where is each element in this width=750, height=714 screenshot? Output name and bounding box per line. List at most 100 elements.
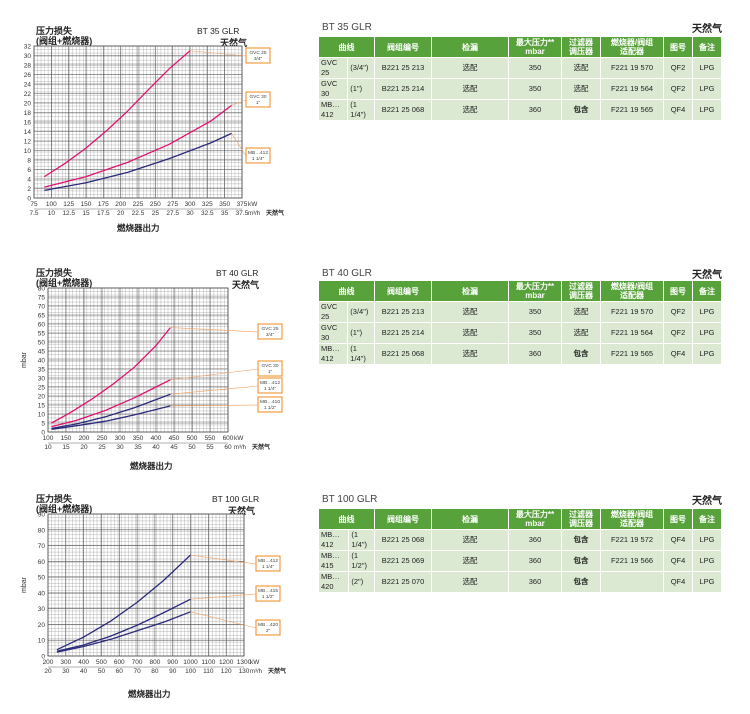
y-tick-label: 18: [24, 110, 32, 117]
table-cell: QF2: [663, 57, 693, 79]
x-tick-label-kw: 150: [81, 201, 92, 208]
series-line: [44, 50, 191, 178]
y-tick-label: 70: [38, 304, 46, 311]
table-cell: QF4: [663, 99, 693, 121]
x-tick-label-kw: 150: [61, 435, 72, 442]
table-cell: B221 25 068: [374, 529, 432, 551]
chart3-model: BT 100 GLR: [212, 494, 260, 504]
y-tick-label: 25: [38, 385, 46, 392]
table-cell: 包含: [561, 529, 601, 551]
x-tick-label-m3h: 20: [117, 210, 125, 217]
legend-label: MB…412: [248, 150, 268, 156]
x-tick-label-kw: 125: [63, 201, 74, 208]
table-header: 阀组编号: [374, 508, 432, 530]
x-tick-label-m3h: 40: [80, 668, 88, 675]
x-tick-label-kw: 550: [205, 435, 216, 442]
m3h-gas: 天然气: [252, 443, 270, 451]
legend-leader: [231, 133, 247, 157]
x-tick-label-m3h: 7.5: [29, 210, 38, 217]
x-tick-label-m3h: 60: [116, 668, 124, 675]
table-header: 备注: [692, 508, 722, 530]
table-header: 曲线: [318, 280, 375, 302]
table-cell: F221 19 564: [600, 78, 664, 100]
x-tick-label-kw: 300: [115, 435, 126, 442]
x-tick-label-kw: 325: [202, 201, 213, 208]
table-cell: F221 19 572: [600, 529, 664, 551]
legend-size: 1": [268, 369, 273, 375]
chart2-xlabel: 燃烧器出力: [130, 461, 173, 471]
m3h-gas: 天然气: [266, 209, 284, 217]
table3: 曲线 阀组编号 检漏 最大压力** mbar 过滤器 调压器 燃烧器/阀组 适配器 图号 备注 MB……: [317, 508, 722, 593]
table-cell: 350: [508, 322, 562, 344]
legend-label: GVC 25: [249, 50, 266, 56]
y-tick-label: 55: [38, 331, 46, 338]
table-cell: 360: [508, 550, 562, 572]
series-line: [51, 327, 171, 424]
x-tick-label-m3h: 10: [44, 444, 52, 451]
table-cell: GVC 30: [317, 78, 349, 100]
legend-label: MB…412: [258, 558, 278, 564]
chart1-subtitle: (阀组+燃烧器): [36, 36, 93, 46]
series-line: [56, 611, 191, 653]
table-cell: (1 1/4"): [347, 343, 375, 365]
legend-box: [245, 91, 271, 108]
legend-leader: [170, 404, 259, 407]
table-cell: LPG: [692, 99, 722, 121]
table-header: 过滤器 调压器: [561, 36, 601, 58]
y-tick-label: 80: [38, 286, 46, 293]
legend-size: 1 1/2": [262, 594, 275, 600]
table-cell: QF2: [663, 322, 693, 344]
x-tick-label-m3h: 32.5: [201, 210, 214, 217]
x-tick-label-kw: 275: [167, 201, 178, 208]
x-tick-label-kw: 300: [60, 659, 71, 666]
y-tick-label: 2: [27, 186, 31, 193]
table-row: MB…412 (1 1/4") B221 25 068 选配 360 包含 F221 19 …: [317, 99, 722, 121]
legend-box: [245, 147, 271, 164]
x-tick-label-m3h: 30: [186, 210, 194, 217]
table-cell: (1 1/4"): [347, 99, 375, 121]
legend-box: [245, 47, 271, 64]
x-tick-label-kw: 500: [96, 659, 107, 666]
x-tick-label-kw: 900: [167, 659, 178, 666]
chart3-title: 压力损失: [36, 494, 73, 504]
table-header: 阀组编号: [374, 36, 432, 58]
table-header: 过滤器 调压器: [561, 508, 601, 530]
table-cell: F221 19 566: [600, 550, 664, 572]
table-cell: B221 25 070: [374, 571, 432, 593]
x-tick-label-m3h: 45: [170, 444, 178, 451]
table-cell: 选配: [561, 78, 601, 100]
table-header: 燃烧器/阀组 适配器: [600, 280, 664, 302]
x-tick-label-m3h: 90: [169, 668, 177, 675]
table-header: 检漏: [431, 36, 509, 58]
table-cell: LPG: [692, 550, 722, 572]
x-tick-label-m3h: 50: [98, 668, 106, 675]
legend-size: 3/4": [266, 332, 275, 338]
legend-size: 1": [256, 100, 261, 106]
x-tick-label-m3h: 17.5: [97, 210, 110, 217]
y-tick-label: 45: [38, 349, 46, 356]
x-tick-label-m3h: 10: [48, 210, 56, 217]
table-cell: QF2: [663, 78, 693, 100]
table-header: 检漏: [431, 508, 509, 530]
table-cell: QF4: [663, 343, 693, 365]
table-cell: [600, 571, 664, 593]
x-tick-label-m3h: 80: [151, 668, 159, 675]
x-tick-label-kw: 100: [46, 201, 57, 208]
y-tick-label: 30: [24, 53, 32, 60]
table-cell: (1"): [347, 322, 375, 344]
series-line: [51, 379, 171, 428]
table-cell: GVC 25: [317, 301, 349, 323]
x-tick-label-m3h: 20: [80, 444, 88, 451]
x-tick-label-m3h: 30: [62, 668, 70, 675]
chart3-xlabel: 燃烧器出力: [128, 689, 171, 699]
table-cell: 350: [508, 57, 562, 79]
table-cell: 选配: [431, 571, 509, 593]
table-header: 燃烧器/阀组 适配器: [600, 508, 664, 530]
y-tick-label: 80: [38, 527, 46, 534]
table-row: MB…412 (1 1/4") B221 25 068 选配 360 包含 F221 19 …: [317, 529, 722, 551]
table-header: 备注: [692, 280, 722, 302]
table-row: MB…412 (1 1/4") B221 25 068 选配 360 包含 F221 19 …: [317, 343, 722, 365]
y-tick-label: 15: [38, 403, 46, 410]
legend-size: 1 1/2": [264, 405, 277, 411]
table-cell: 选配: [561, 322, 601, 344]
